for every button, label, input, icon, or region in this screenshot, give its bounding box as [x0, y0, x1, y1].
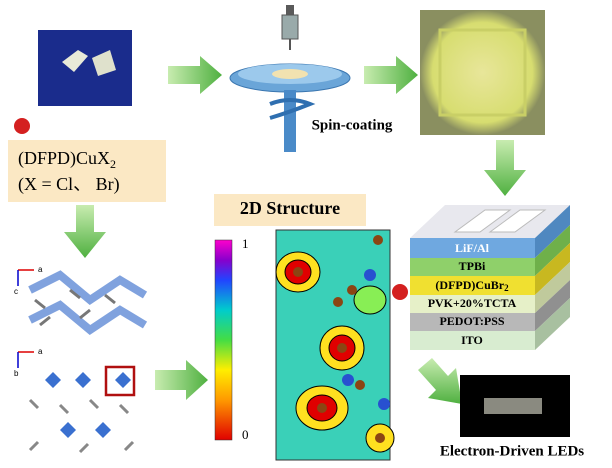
- arrow: [64, 205, 106, 258]
- smiley: [14, 118, 30, 134]
- formula: (DFPD)CuX2: [18, 148, 116, 171]
- layer-label: PVK+20%TCTA: [428, 296, 517, 310]
- device-stack: [410, 205, 570, 350]
- arrow: [364, 56, 418, 94]
- layer-label: TPBi: [459, 259, 486, 273]
- layer-main: (DFPD)CuBr: [435, 278, 504, 292]
- output-label: Electron-Driven LEDs: [440, 443, 584, 459]
- formula-sub: 2: [110, 157, 116, 171]
- structure-title: 2D Structure: [240, 198, 340, 218]
- layer-label: PEDOT:PSS: [439, 314, 504, 328]
- spin-coater: [229, 5, 351, 152]
- process-label: Spin-coating: [312, 117, 393, 133]
- arrow: [418, 358, 462, 404]
- layer-label: LiF/Al: [455, 241, 490, 255]
- arrow: [168, 56, 222, 94]
- crystal-structure: [17, 269, 148, 454]
- axis-label: a: [38, 347, 43, 356]
- layer-sub: 2: [504, 283, 509, 293]
- arrow: [155, 360, 208, 400]
- crystal: [92, 50, 116, 76]
- axis-label: a: [38, 265, 43, 274]
- formula-main: (DFPD)CuX: [18, 148, 110, 169]
- elf-map: [275, 229, 395, 461]
- axis-label: c: [14, 287, 18, 296]
- layer-label: ITO: [461, 333, 483, 347]
- film-pattern: [438, 28, 527, 117]
- colorbar: [214, 239, 233, 441]
- layer-label: (DFPD)CuBr2: [435, 278, 509, 293]
- title-box: [214, 194, 366, 226]
- crystal: [62, 50, 88, 72]
- colorbar-label: 1: [242, 236, 249, 251]
- crystal-photo: [38, 30, 132, 106]
- smiley: [392, 284, 408, 300]
- formula-box: [8, 140, 166, 202]
- led-pixel: [484, 398, 542, 414]
- halides: (X = Cl、 Br): [18, 174, 120, 195]
- axis-label: b: [14, 369, 19, 378]
- arrow: [484, 140, 526, 196]
- colorbar-label: 0: [242, 427, 249, 442]
